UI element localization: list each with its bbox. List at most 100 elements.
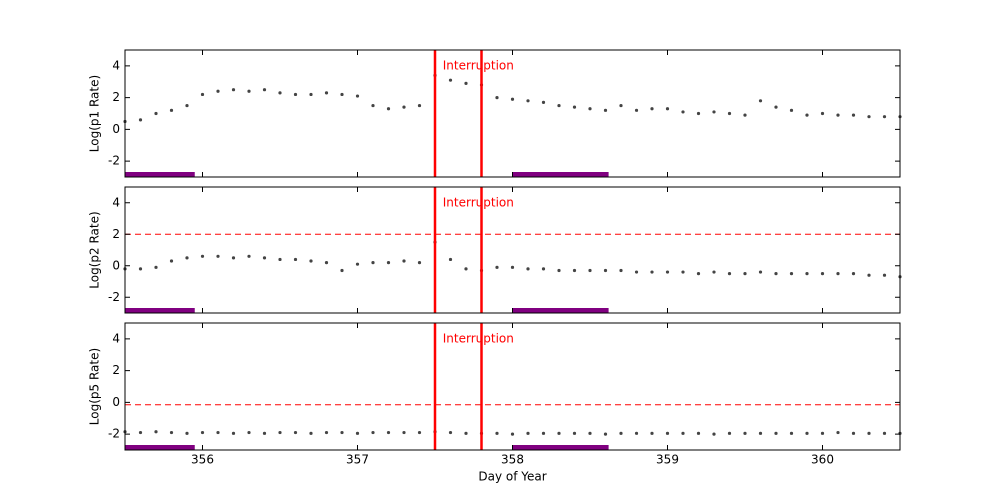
y-axis-label: Log(p5 Rate) bbox=[88, 348, 102, 425]
data-point bbox=[805, 272, 809, 276]
data-point bbox=[634, 270, 639, 274]
data-point bbox=[138, 118, 143, 122]
data-point bbox=[805, 113, 809, 117]
y-tick-label: -2 bbox=[108, 290, 120, 304]
data-point bbox=[417, 261, 422, 265]
y-tick-label: 2 bbox=[112, 227, 120, 241]
data-point bbox=[541, 267, 546, 271]
data-point bbox=[851, 272, 856, 276]
data-point bbox=[340, 92, 344, 97]
data-point bbox=[417, 103, 422, 108]
y-tick-label: 0 bbox=[112, 395, 120, 409]
data-point bbox=[169, 259, 174, 263]
interval-bar bbox=[512, 308, 609, 313]
data-point bbox=[727, 111, 732, 116]
data-point bbox=[402, 105, 406, 109]
data-point bbox=[526, 99, 530, 103]
data-point bbox=[340, 268, 344, 273]
data-point bbox=[572, 431, 577, 435]
data-point bbox=[665, 431, 670, 435]
data-point bbox=[820, 272, 825, 276]
interval-bar bbox=[512, 172, 609, 177]
data-point bbox=[712, 110, 716, 114]
data-point bbox=[882, 431, 887, 435]
data-point bbox=[448, 257, 453, 262]
data-point bbox=[588, 431, 592, 435]
data-point bbox=[464, 267, 468, 271]
data-point bbox=[324, 91, 329, 95]
data-point bbox=[510, 97, 515, 101]
data-point bbox=[309, 259, 313, 263]
data-point bbox=[541, 431, 546, 435]
data-point bbox=[789, 272, 794, 276]
data-point bbox=[588, 107, 592, 111]
data-point bbox=[681, 270, 685, 274]
data-point bbox=[851, 113, 856, 117]
annotation: Interruption bbox=[443, 331, 514, 345]
data-point bbox=[603, 432, 608, 436]
data-point bbox=[619, 431, 623, 435]
data-point bbox=[805, 431, 809, 435]
data-point bbox=[727, 272, 732, 276]
y-tick-label: 2 bbox=[112, 90, 120, 104]
data-point bbox=[355, 262, 360, 266]
data-point bbox=[867, 273, 871, 277]
data-point bbox=[247, 254, 251, 258]
x-axis-label: Day of Year bbox=[478, 470, 546, 484]
data-point bbox=[402, 259, 406, 263]
data-point bbox=[495, 96, 499, 100]
data-point bbox=[758, 431, 763, 435]
data-point bbox=[231, 88, 236, 92]
data-point bbox=[495, 431, 499, 435]
data-point bbox=[262, 256, 267, 260]
data-point bbox=[696, 431, 701, 435]
data-point bbox=[216, 254, 220, 258]
data-point bbox=[169, 108, 174, 112]
data-point bbox=[324, 430, 329, 435]
x-tick-label: 360 bbox=[811, 453, 834, 467]
data-point bbox=[572, 105, 577, 109]
data-point bbox=[185, 431, 189, 435]
data-point bbox=[836, 113, 840, 117]
data-point bbox=[169, 430, 174, 435]
data-point bbox=[278, 430, 282, 435]
data-point bbox=[681, 110, 685, 114]
data-point bbox=[185, 103, 189, 108]
data-point bbox=[371, 261, 375, 265]
data-point bbox=[758, 99, 763, 103]
data-point bbox=[603, 268, 608, 273]
interval-bar bbox=[125, 445, 195, 450]
data-point bbox=[386, 107, 391, 111]
y-axis-label: Log(p2 Rate) bbox=[88, 211, 102, 288]
y-tick-label: 0 bbox=[112, 122, 120, 136]
data-point bbox=[851, 431, 856, 435]
data-point bbox=[619, 268, 623, 273]
data-point bbox=[231, 431, 236, 435]
data-point bbox=[278, 257, 282, 262]
data-point bbox=[464, 81, 468, 85]
data-point bbox=[247, 430, 251, 435]
y-axis-label: Log(p1 Rate) bbox=[88, 75, 102, 152]
data-point bbox=[603, 108, 608, 112]
data-point bbox=[836, 430, 840, 435]
data-point bbox=[355, 431, 360, 435]
data-point bbox=[247, 89, 251, 93]
data-point bbox=[820, 431, 825, 435]
data-point bbox=[278, 91, 282, 95]
interval-bar bbox=[512, 445, 609, 450]
x-tick-label: 358 bbox=[501, 453, 524, 467]
data-point bbox=[154, 265, 158, 269]
data-point bbox=[541, 100, 546, 104]
data-point bbox=[836, 272, 840, 276]
data-point bbox=[293, 430, 298, 435]
data-point bbox=[495, 265, 499, 269]
annotation: Interruption bbox=[443, 195, 514, 209]
data-point bbox=[355, 94, 360, 98]
data-point bbox=[216, 430, 220, 435]
data-point bbox=[309, 92, 313, 97]
data-point bbox=[262, 431, 267, 435]
y-tick-label: -2 bbox=[108, 427, 120, 441]
data-point bbox=[743, 272, 747, 276]
data-point bbox=[371, 430, 375, 435]
data-point bbox=[231, 256, 236, 260]
